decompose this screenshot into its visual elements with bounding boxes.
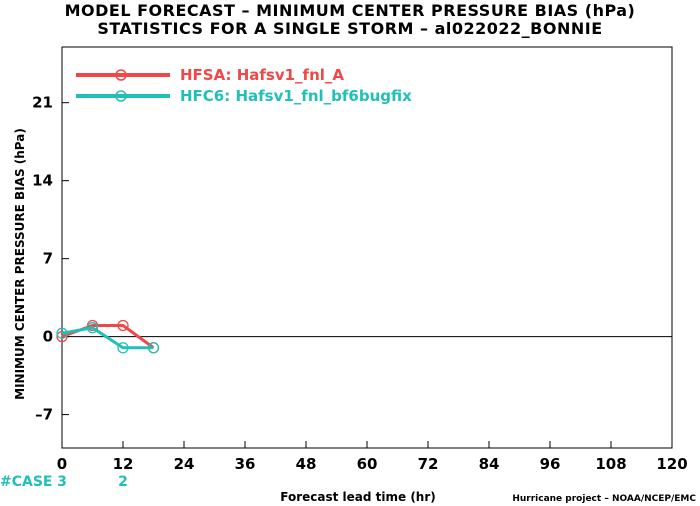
data-point xyxy=(56,327,68,339)
data-point xyxy=(86,322,99,334)
y-tick-label: 14 xyxy=(32,172,53,190)
case-counts: #CASE 3 2 xyxy=(0,474,128,490)
legend-label-2: HFC6: Hafsv1_fnl_bf6bugfix xyxy=(180,87,412,105)
legend-label-1: HFSA: Hafsv1_fnl_A xyxy=(180,66,344,84)
data-point xyxy=(56,330,68,343)
x-tick-label: 84 xyxy=(479,455,500,473)
series-lines xyxy=(56,319,160,354)
plot-axes: 0 12 24 36 48 60 72 84 96 108 120 –7 0 7 14 21 xyxy=(32,46,688,473)
x-tick-label: 108 xyxy=(595,455,626,473)
y-tick-label: –7 xyxy=(35,406,53,424)
x-tick-label: 60 xyxy=(357,455,378,473)
x-tick-label: 96 xyxy=(540,455,561,473)
data-point xyxy=(147,342,160,354)
x-tick-label: 24 xyxy=(174,455,195,473)
credit-text: Hurricane project – NOAA/NCEP/EMC xyxy=(512,494,696,504)
x-axis-label: Forecast lead time (hr) xyxy=(280,490,436,504)
case-count: 3 xyxy=(57,474,67,490)
x-tick-label: 72 xyxy=(418,455,439,473)
x-tick-label: 48 xyxy=(296,455,317,473)
plot-frame xyxy=(61,46,673,449)
case-count: 2 xyxy=(118,474,128,490)
y-tick-label: 7 xyxy=(43,250,53,268)
y-tick-label: 21 xyxy=(32,94,53,112)
chart-title-line-2: STATISTICS FOR A SINGLE STORM – al022022… xyxy=(97,19,603,38)
series-line-2 xyxy=(61,326,154,350)
legend-marker-1 xyxy=(115,69,127,81)
case-label: #CASE xyxy=(0,474,53,490)
chart-title-line-1: MODEL FORECAST – MINIMUM CENTER PRESSURE… xyxy=(64,1,636,20)
chart-legend: HFSA: Hafsv1_fnl_A HFC6: Hafsv1_fnl_bf6bu… xyxy=(76,66,412,105)
data-point xyxy=(117,342,129,354)
legend-marker-2 xyxy=(115,90,127,102)
y-tick-label: 0 xyxy=(43,328,53,346)
x-tick-label: 120 xyxy=(656,455,687,473)
y-axis-label: MINIMUM CENTER PRESSURE BIAS (hPa) xyxy=(13,128,27,400)
x-tick-label: 36 xyxy=(235,455,256,473)
data-point xyxy=(117,319,129,332)
x-tick-label: 12 xyxy=(113,455,134,473)
x-tick-label: 0 xyxy=(57,455,67,473)
